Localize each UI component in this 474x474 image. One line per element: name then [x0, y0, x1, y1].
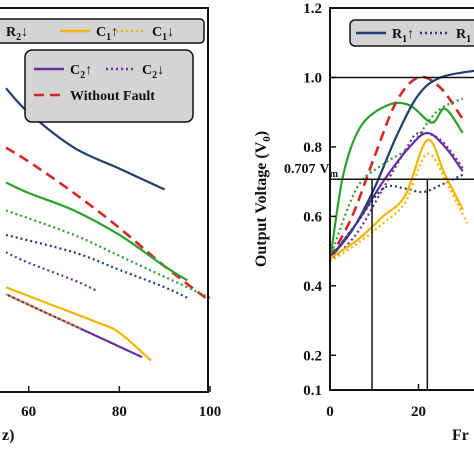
left-series-line-1: [5, 146, 211, 303]
left-plot-frame: [0, 7, 209, 393]
right-x-tick-label-0: 0: [326, 404, 334, 420]
right-series-line-4: [329, 131, 464, 259]
right-x-axis-label: Fr: [452, 427, 469, 444]
right-legend-label-1: R1: [456, 27, 471, 45]
left-legend-label-5: Without Fault: [70, 89, 155, 104]
right-y-tick-label-2: 0.4: [303, 279, 322, 295]
right-series-line-5: [329, 131, 464, 263]
right-series-line-1: [328, 75, 464, 259]
left-series-line-7: [5, 286, 152, 362]
left-x-tick-label-1: 80: [112, 404, 127, 420]
left-legend-label-1: C1↑: [96, 25, 118, 43]
left-legend-label-3: C2↑: [70, 63, 92, 81]
left-x-axis-label: z): [2, 427, 14, 444]
left-x-tick-label-2: 100: [199, 404, 222, 420]
left-series-line-4: [5, 233, 188, 299]
left-legend-label-4: C2↓: [142, 63, 164, 81]
left-series-line-6: [5, 293, 143, 359]
right-y-tick-label-5: 1.0: [303, 70, 322, 86]
right-series-line-6: [329, 173, 464, 259]
left-series-line-5: [5, 251, 98, 292]
right-x-tick-label-1: 20: [411, 404, 426, 420]
right-legend-box: [349, 19, 474, 47]
right-series-line-7: [329, 138, 464, 259]
right-legend-label-0: R1↑: [392, 27, 414, 45]
right-y-tick-label-4: 0.8: [303, 140, 322, 156]
right-y-axis-label: Output Voltage (V0): [253, 131, 273, 267]
left-series-line-8: [5, 293, 84, 331]
left-legend-box-2: [24, 49, 194, 123]
right-y-tick-label-6: 1.2: [303, 1, 322, 17]
left-legend-box-1: [0, 18, 205, 44]
right-y-tick-label-3: 0.6: [303, 209, 322, 225]
left-legend-label-2: C1↓: [152, 25, 174, 43]
left-series-line-3: [5, 209, 211, 299]
right-panel: 0.1 0.2 0.4 0.6 0.8 1.0 1.2 0 20 Fr 0.707 Vm Output …: [253, 1, 474, 444]
right-plot-frame: [329, 7, 474, 391]
left-panel: 60 80 100 z) R2↓ C1↑ C1↓ C2↑ C2↓ Without Fault: [0, 7, 222, 444]
left-legend-label-0: R2↓: [6, 25, 28, 43]
right-annotation-vm: 0.707 Vm: [284, 162, 339, 180]
left-series-line-2: [5, 181, 188, 282]
right-y-tick-label-1: 0.2: [303, 348, 322, 364]
right-y-tick-label-0: 0.1: [303, 383, 322, 399]
left-series-line-0: [5, 87, 166, 191]
left-x-tick-label-0: 60: [21, 404, 36, 420]
right-series-line-8: [329, 152, 469, 263]
right-series-line-0: [328, 101, 464, 262]
